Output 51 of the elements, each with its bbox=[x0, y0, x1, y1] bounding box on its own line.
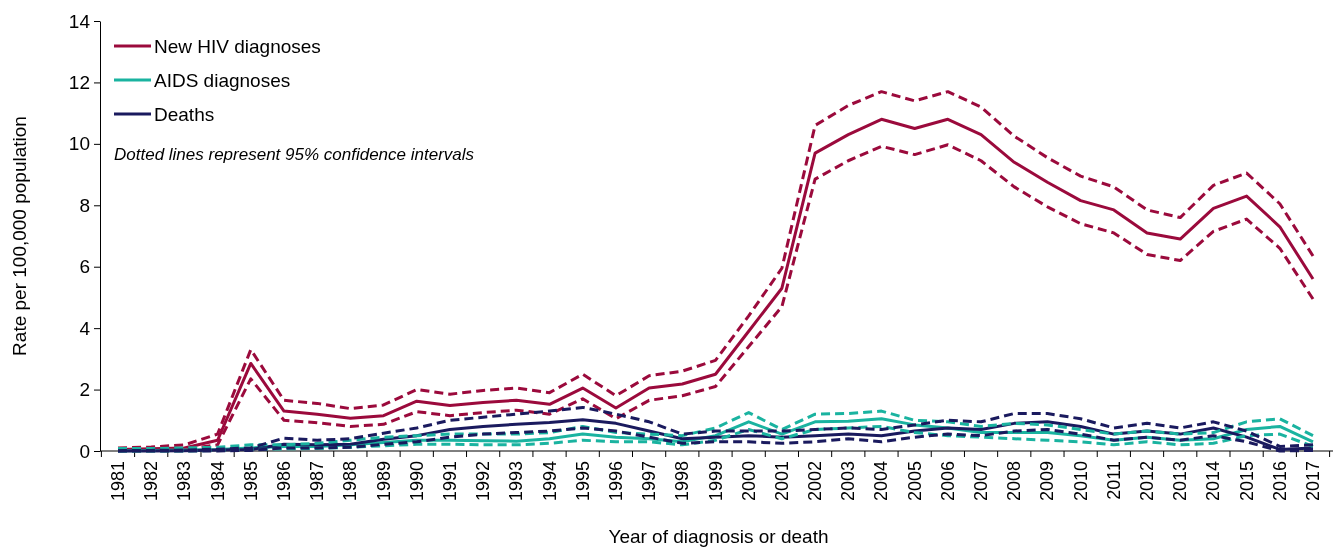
x-tick-label: 2000 bbox=[738, 461, 759, 502]
y-tick-label: 12 bbox=[68, 72, 90, 94]
x-tick-label: 2002 bbox=[805, 461, 826, 502]
x-tick-label: 2015 bbox=[1236, 461, 1257, 502]
x-tick-label: 1991 bbox=[439, 461, 460, 502]
x-tick-label: 1990 bbox=[406, 461, 427, 502]
x-tick-label: 1998 bbox=[672, 461, 693, 502]
x-tick-label: 2010 bbox=[1070, 461, 1091, 502]
x-tick-label: 1992 bbox=[473, 461, 494, 502]
x-tick-label: 1994 bbox=[539, 461, 560, 502]
y-tick-label: 0 bbox=[79, 440, 90, 462]
y-tick-label: 6 bbox=[79, 256, 90, 278]
x-tick-label: 2016 bbox=[1269, 461, 1290, 502]
x-tick-label: 1996 bbox=[605, 461, 626, 502]
y-tick-label: 4 bbox=[79, 317, 91, 339]
y-axis-title: Rate per 100,000 population bbox=[9, 116, 30, 356]
legend-label: New HIV diagnoses bbox=[154, 36, 321, 57]
x-tick-label: 1993 bbox=[506, 461, 527, 502]
x-tick-label: 1997 bbox=[639, 461, 660, 502]
x-tick-label: 1999 bbox=[705, 461, 726, 502]
x-tick-label: 2008 bbox=[1004, 461, 1025, 502]
x-tick-label: 2005 bbox=[904, 461, 925, 502]
x-tick-label: 1985 bbox=[240, 461, 261, 502]
x-tick-label: 1984 bbox=[207, 461, 228, 502]
annotation: Dotted lines represent 95% confidence intervals bbox=[114, 145, 475, 164]
x-tick-label: 2006 bbox=[937, 461, 958, 502]
x-axis-title: Year of diagnosis or death bbox=[608, 526, 829, 547]
x-tick-label: 1982 bbox=[141, 461, 162, 502]
y-tick-label: 14 bbox=[68, 10, 91, 32]
x-tick-label: 2013 bbox=[1170, 461, 1191, 502]
x-tick-label: 1988 bbox=[340, 461, 361, 502]
y-tick-label: 8 bbox=[79, 194, 90, 216]
x-tick-label: 1995 bbox=[572, 461, 593, 502]
x-tick-label: 2007 bbox=[971, 461, 992, 502]
x-tick-label: 1986 bbox=[273, 461, 294, 502]
legend-label: AIDS diagnoses bbox=[154, 70, 291, 91]
y-tick-label: 2 bbox=[79, 379, 90, 401]
x-tick-label: 2012 bbox=[1137, 461, 1158, 502]
x-tick-label: 1989 bbox=[373, 461, 394, 502]
x-tick-label: 2001 bbox=[771, 461, 792, 502]
y-tick-label: 10 bbox=[68, 133, 90, 155]
x-tick-label: 2014 bbox=[1203, 461, 1224, 502]
x-tick-label: 2017 bbox=[1303, 461, 1323, 502]
legend-label: Deaths bbox=[154, 104, 215, 125]
x-tick-label: 1983 bbox=[174, 461, 195, 502]
x-tick-label: 2011 bbox=[1103, 461, 1124, 500]
x-tick-label: 2004 bbox=[871, 461, 892, 502]
x-tick-label: 2003 bbox=[838, 461, 859, 502]
x-tick-label: 2009 bbox=[1037, 461, 1058, 502]
x-tick-label: 1981 bbox=[108, 461, 128, 502]
x-tick-label: 1987 bbox=[307, 461, 328, 502]
